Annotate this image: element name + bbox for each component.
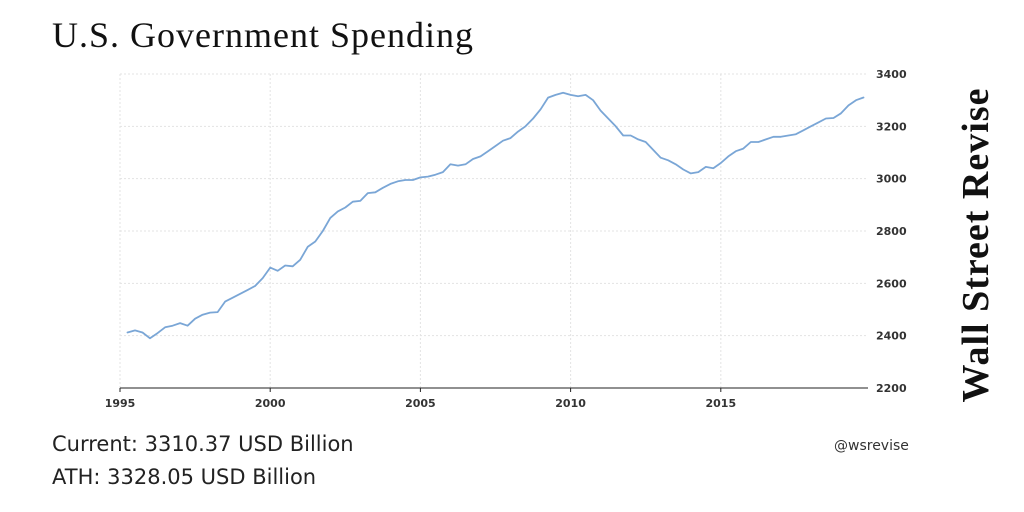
x-tick-label: 1995 — [105, 397, 136, 410]
y-tick-label: 2800 — [876, 225, 907, 238]
y-tick-label: 3200 — [876, 120, 907, 133]
y-tick-label: 3400 — [876, 68, 907, 81]
ath-unit: USD Billion — [200, 465, 317, 489]
ath-label: ATH: — [52, 465, 101, 489]
x-tick-label: 2010 — [555, 397, 586, 410]
series — [126, 91, 865, 340]
y-tick-label: 2400 — [876, 330, 907, 343]
current-value-stat: Current: 3310.37 USD Billion — [52, 432, 354, 456]
current-value: 3310.37 — [144, 432, 232, 456]
brand-watermark: Wall Street Revise — [955, 87, 997, 403]
page-title: U.S. Government Spending — [52, 15, 474, 55]
y-tick-label: 2200 — [876, 382, 907, 395]
axes: 2200 2400 2600 2800 3000 3200 3400 1995 2000 2005… — [105, 68, 907, 410]
ath-value: 3328.05 — [107, 465, 194, 489]
x-tick-label: 2005 — [405, 397, 436, 410]
y-tick-label: 3000 — [876, 173, 907, 186]
social-handle[interactable]: @wsrevise — [834, 438, 909, 454]
series-line — [126, 91, 865, 340]
grid — [119, 73, 868, 389]
ath-value-stat: ATH: 3328.05 USD Billion — [52, 465, 316, 489]
x-tick-label: 2000 — [255, 397, 286, 410]
y-tick-label: 2600 — [876, 277, 907, 290]
current-label: Current: — [52, 432, 138, 456]
current-unit: USD Billion — [238, 432, 354, 456]
x-tick-label: 2015 — [705, 397, 736, 410]
